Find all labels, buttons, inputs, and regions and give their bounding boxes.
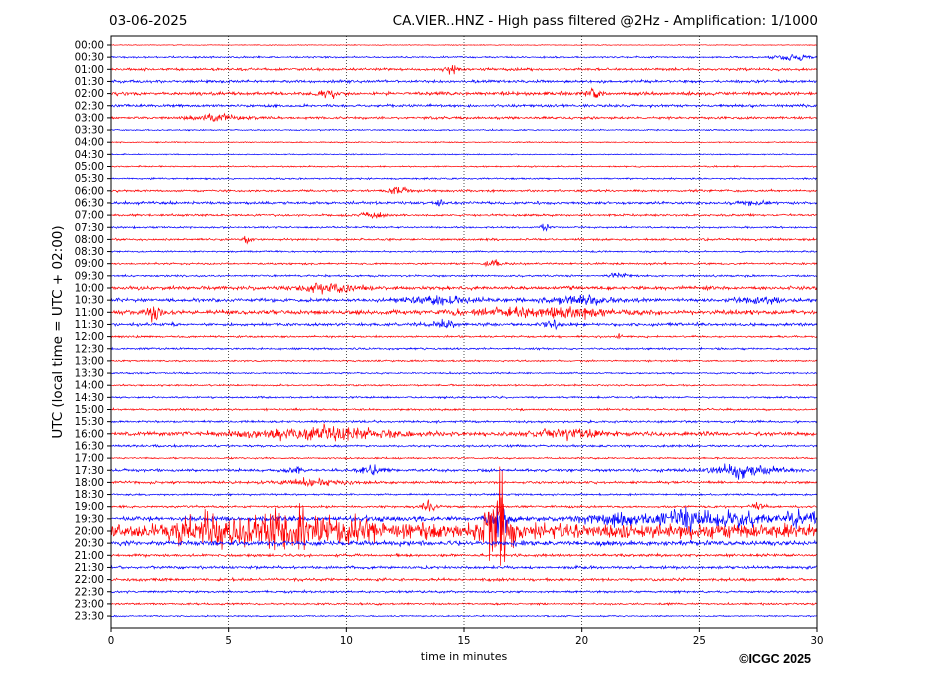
trace-1830 xyxy=(110,492,817,497)
row-label: 07:30 xyxy=(75,223,104,234)
y-axis-label: UTC (local time = UTC + 02:00) xyxy=(50,225,66,438)
x-tick-label: 30 xyxy=(811,636,824,647)
row-label: 21:30 xyxy=(75,563,104,574)
row-label: 05:00 xyxy=(75,162,104,173)
row-label: 16:30 xyxy=(75,441,104,452)
copyright-label: ©ICGC 2025 xyxy=(739,652,811,666)
trace-1030 xyxy=(110,294,817,306)
trace-0530 xyxy=(110,176,817,181)
plot-frame xyxy=(110,35,818,629)
row-label: 13:30 xyxy=(75,369,104,380)
row-label: 19:00 xyxy=(75,502,104,513)
row-label: 09:00 xyxy=(75,259,104,270)
row-label: 08:30 xyxy=(75,247,104,258)
x-tick-label: 25 xyxy=(693,636,706,647)
row-label: 22:00 xyxy=(75,575,104,586)
row-label: 10:00 xyxy=(75,284,104,295)
row-label: 15:30 xyxy=(75,417,104,428)
trace-0400 xyxy=(110,140,817,144)
row-label: 23:30 xyxy=(75,612,104,623)
row-label: 16:00 xyxy=(75,429,104,440)
x-tick-label: 10 xyxy=(340,636,353,647)
trace-2030 xyxy=(110,539,817,548)
row-label: 06:00 xyxy=(75,186,104,197)
trace-1200 xyxy=(110,333,817,340)
row-label: 00:00 xyxy=(75,41,104,52)
row-label: 13:00 xyxy=(75,356,104,367)
x-tick-label: 5 xyxy=(225,636,231,647)
trace-0430 xyxy=(110,153,817,156)
row-label: 23:00 xyxy=(75,599,104,610)
row-label: 17:30 xyxy=(75,466,104,477)
row-label: 04:30 xyxy=(75,150,104,161)
x-axis-label: time in minutes xyxy=(421,650,508,663)
row-label: 11:30 xyxy=(75,320,104,331)
row-label: 06:30 xyxy=(75,198,104,209)
trace-1100 xyxy=(110,306,817,323)
trace-0600 xyxy=(110,186,817,195)
row-label: 21:00 xyxy=(75,551,104,562)
trace-0900 xyxy=(110,259,817,268)
row-label: 17:00 xyxy=(75,454,104,465)
row-label: 02:30 xyxy=(75,101,104,112)
trace-0730 xyxy=(110,223,817,232)
row-label: 20:30 xyxy=(75,539,104,550)
trace-1700 xyxy=(110,456,817,461)
row-label: 01:00 xyxy=(75,65,104,76)
x-tick-label: 0 xyxy=(108,636,114,647)
trace-1000 xyxy=(110,282,817,295)
row-label: 08:00 xyxy=(75,235,104,246)
row-label: 09:30 xyxy=(75,271,104,282)
trace-0630 xyxy=(110,199,817,207)
row-label: 18:00 xyxy=(75,478,104,489)
trace-1800 xyxy=(110,477,817,488)
row-label: 11:00 xyxy=(75,308,104,319)
date-label: 03-06-2025 xyxy=(109,13,187,29)
trace-0500 xyxy=(110,164,817,169)
row-label: 01:30 xyxy=(75,77,104,88)
row-label: 14:30 xyxy=(75,393,104,404)
row-label: 02:00 xyxy=(75,89,104,100)
row-label: 15:00 xyxy=(75,405,104,416)
trace-2200 xyxy=(110,576,817,583)
row-label: 05:30 xyxy=(75,174,104,185)
row-label: 04:00 xyxy=(75,138,104,149)
trace-0800 xyxy=(110,235,817,245)
row-label: 12:00 xyxy=(75,332,104,343)
chart-title: CA.VIER..HNZ - High pass filtered @2Hz -… xyxy=(393,13,818,29)
row-label: 12:30 xyxy=(75,344,104,355)
row-label: 20:00 xyxy=(75,527,104,538)
row-label: 00:30 xyxy=(75,53,104,64)
trace-1730 xyxy=(110,463,817,480)
row-label: 03:00 xyxy=(75,113,104,124)
trace-0700 xyxy=(110,211,817,220)
row-label: 18:30 xyxy=(75,490,104,501)
trace-1630 xyxy=(110,443,817,449)
row-label: 14:00 xyxy=(75,381,104,392)
row-label: 10:30 xyxy=(75,296,104,307)
row-label: 03:30 xyxy=(75,126,104,137)
x-tick-label: 20 xyxy=(575,636,588,647)
row-label: 07:00 xyxy=(75,211,104,222)
x-ticks: 0 5 10 15 20 25 30 xyxy=(108,628,824,647)
x-tick-label: 15 xyxy=(458,636,471,647)
trace-1430 xyxy=(110,395,817,400)
row-label: 22:30 xyxy=(75,587,104,598)
row-label: 19:30 xyxy=(75,514,104,525)
